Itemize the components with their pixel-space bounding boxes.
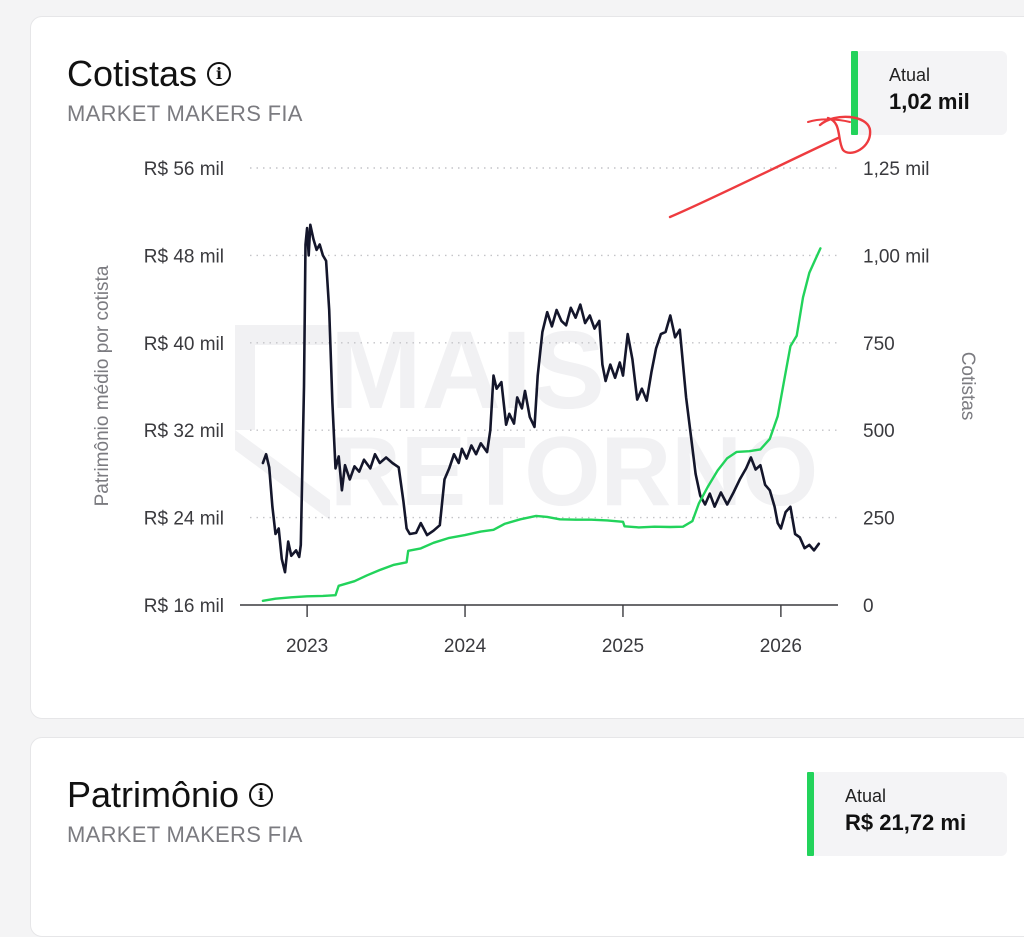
card-title: Cotistas i	[67, 53, 232, 95]
right-tick-label: 1,00 mil	[863, 246, 930, 267]
right-tick-label: 1,25 mil	[863, 159, 930, 180]
info-icon[interactable]: i	[249, 783, 274, 807]
card-subtitle: MARKET MAKERS FIA	[67, 101, 303, 126]
chart-axes: R$ 16 mil R$ 24 mil R$ 32 mil R$ 40 mil R$ 4…	[144, 159, 930, 657]
right-tick-label: 0	[863, 596, 874, 617]
card-title: Patrimônio i	[67, 774, 274, 816]
right-axis-title: Cotistas	[957, 352, 978, 421]
left-axis-title: Patrimônio médio por cotista	[92, 265, 113, 506]
cotistas-chart: MAIS RETORNO R$ 16 mil R$ 24 mil R$ 32 mil…	[92, 115, 978, 657]
red-arrow-annotation	[668, 115, 872, 219]
left-tick-label: R$ 32 mil	[144, 421, 224, 442]
watermark-text-line2: RETORNO	[330, 416, 818, 526]
watermark-text-line1: MAIS	[330, 309, 605, 432]
card-title-text: Cotistas	[67, 53, 198, 94]
current-label: Atual	[889, 65, 931, 85]
series-line-patrimonio-medio	[261, 223, 821, 574]
current-accent-bar	[807, 772, 814, 856]
left-tick-label: R$ 24 mil	[144, 509, 224, 530]
current-value-box: Atual R$ 21,72 mi	[807, 772, 1007, 856]
right-tick-label: 750	[863, 334, 895, 355]
info-icon[interactable]: i	[207, 62, 232, 86]
x-tick-label: 2025	[602, 636, 644, 657]
chart-series	[261, 223, 822, 602]
card-subtitle: MARKET MAKERS FIA	[67, 822, 303, 847]
right-tick-label: 250	[863, 509, 895, 530]
series-line-cotistas	[261, 247, 822, 602]
x-tick-label: 2026	[760, 636, 802, 657]
left-tick-label: R$ 48 mil	[144, 246, 224, 267]
x-tick-label: 2023	[286, 636, 328, 657]
cotistas-card: Cotistas i MARKET MAKERS FIA Atual 1,02 …	[30, 16, 1024, 719]
current-label: Atual	[845, 786, 887, 806]
right-tick-label: 500	[863, 421, 895, 442]
left-tick-label: R$ 16 mil	[144, 596, 224, 617]
card-title-text: Patrimônio	[67, 774, 240, 815]
current-value-box: Atual 1,02 mil	[851, 51, 1007, 135]
current-accent-bar	[851, 51, 858, 135]
watermark-logo: MAIS RETORNO	[235, 309, 818, 526]
current-value: R$ 21,72 mi	[845, 810, 967, 835]
chart-grid	[250, 167, 840, 519]
current-value: 1,02 mil	[889, 89, 970, 114]
x-tick-label: 2024	[444, 636, 487, 657]
patrimonio-card: Patrimônio i MARKET MAKERS FIA Atual R$ …	[30, 737, 1024, 937]
left-tick-label: R$ 40 mil	[144, 334, 224, 355]
left-tick-label: R$ 56 mil	[144, 159, 224, 180]
